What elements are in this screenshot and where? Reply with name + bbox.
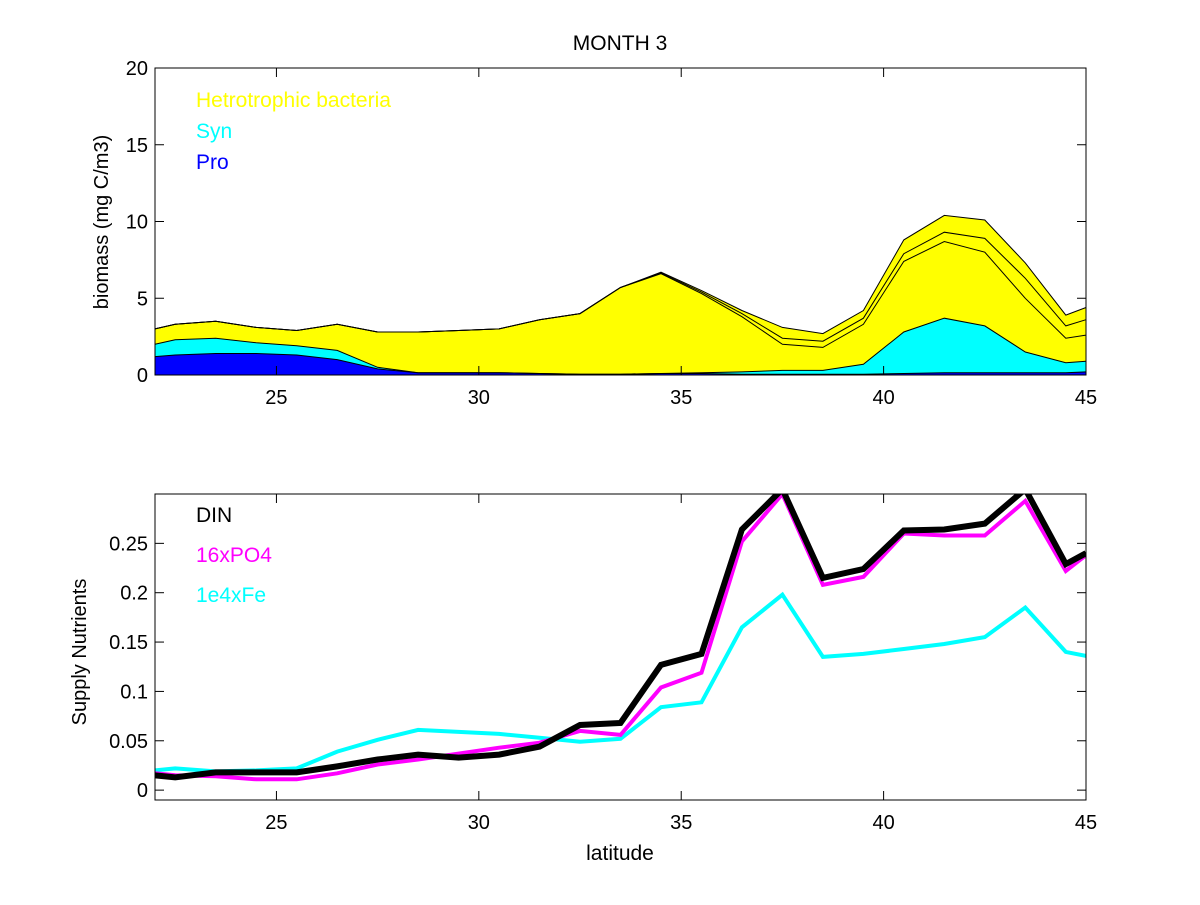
chart-title: MONTH 3 bbox=[573, 32, 668, 55]
nutrients-panel: 25 30 35 40 45 0 0.05 0.1 0.15 0.2 0.25 Supply Nut… bbox=[69, 493, 1097, 865]
legend-item-din: DIN bbox=[196, 504, 232, 527]
x-tick-label: 35 bbox=[670, 812, 692, 834]
y-tick-label: 0 bbox=[137, 365, 148, 387]
bottom-axis-ticks: 25 30 35 40 45 0 0.05 0.1 0.15 0.2 0.25 bbox=[109, 494, 1097, 834]
y-tick-label: 0 bbox=[137, 780, 148, 802]
legend-item-bacteria: Hetrotrophic bacteria bbox=[196, 89, 391, 112]
x-tick-label: 45 bbox=[1075, 812, 1097, 834]
nutrient-lines bbox=[155, 494, 1086, 782]
edge-hetrotrophic-bacteria-layer-1- bbox=[154, 240, 1087, 348]
legend-top: Hetrotrophic bacteria Syn Pro bbox=[196, 89, 391, 174]
x-tick-label: 25 bbox=[265, 387, 287, 409]
legend-item-fe: 1e4xFe bbox=[196, 584, 266, 607]
y-tick-label: 10 bbox=[126, 212, 148, 234]
legend-bottom: DIN 16xPO4 1e4xFe bbox=[196, 504, 272, 607]
legend-item-pro: Pro bbox=[196, 151, 229, 174]
biomass-areas bbox=[154, 214, 1087, 375]
x-tick-label: 25 bbox=[265, 812, 287, 834]
x-axis-label: latitude bbox=[586, 842, 654, 865]
x-tick-label: 35 bbox=[670, 387, 692, 409]
y-axis-label-bottom: Supply Nutrients bbox=[69, 579, 91, 726]
series-line-1e4xfe bbox=[155, 591, 1086, 774]
x-tick-label: 40 bbox=[872, 387, 894, 409]
plot-frame-bottom bbox=[154, 493, 1087, 801]
y-tick-label: 0.05 bbox=[109, 731, 148, 753]
x-tick-label: 45 bbox=[1075, 387, 1097, 409]
x-tick-label: 30 bbox=[468, 812, 490, 834]
legend-item-po4: 16xPO4 bbox=[196, 544, 272, 567]
x-tick-label: 30 bbox=[468, 387, 490, 409]
top-axis-ticks: 25 30 35 40 45 0 5 10 15 20 bbox=[126, 58, 1097, 409]
y-tick-label: 5 bbox=[137, 288, 148, 310]
x-tick-label: 40 bbox=[872, 812, 894, 834]
legend-item-syn: Syn bbox=[196, 120, 232, 143]
y-tick-label: 0.1 bbox=[120, 681, 148, 703]
y-tick-label: 15 bbox=[126, 135, 148, 157]
series-line-16xpo4 bbox=[155, 494, 1086, 782]
series-line-din bbox=[155, 494, 1086, 781]
biomass-panel: MONTH 3 25 30 35 40 45 0 5 10 15 20 biomass (mg C… bbox=[91, 32, 1097, 409]
y-tick-label: 20 bbox=[126, 58, 148, 80]
area-hetrotrophic-bacteria-layer-1- bbox=[155, 241, 1086, 375]
y-tick-label: 0.2 bbox=[120, 583, 148, 605]
edge-pro bbox=[154, 353, 1087, 375]
y-tick-label: 0.15 bbox=[109, 632, 148, 654]
y-tick-label: 0.25 bbox=[109, 533, 148, 555]
y-axis-label-top: biomass (mg C/m3) bbox=[91, 135, 113, 309]
